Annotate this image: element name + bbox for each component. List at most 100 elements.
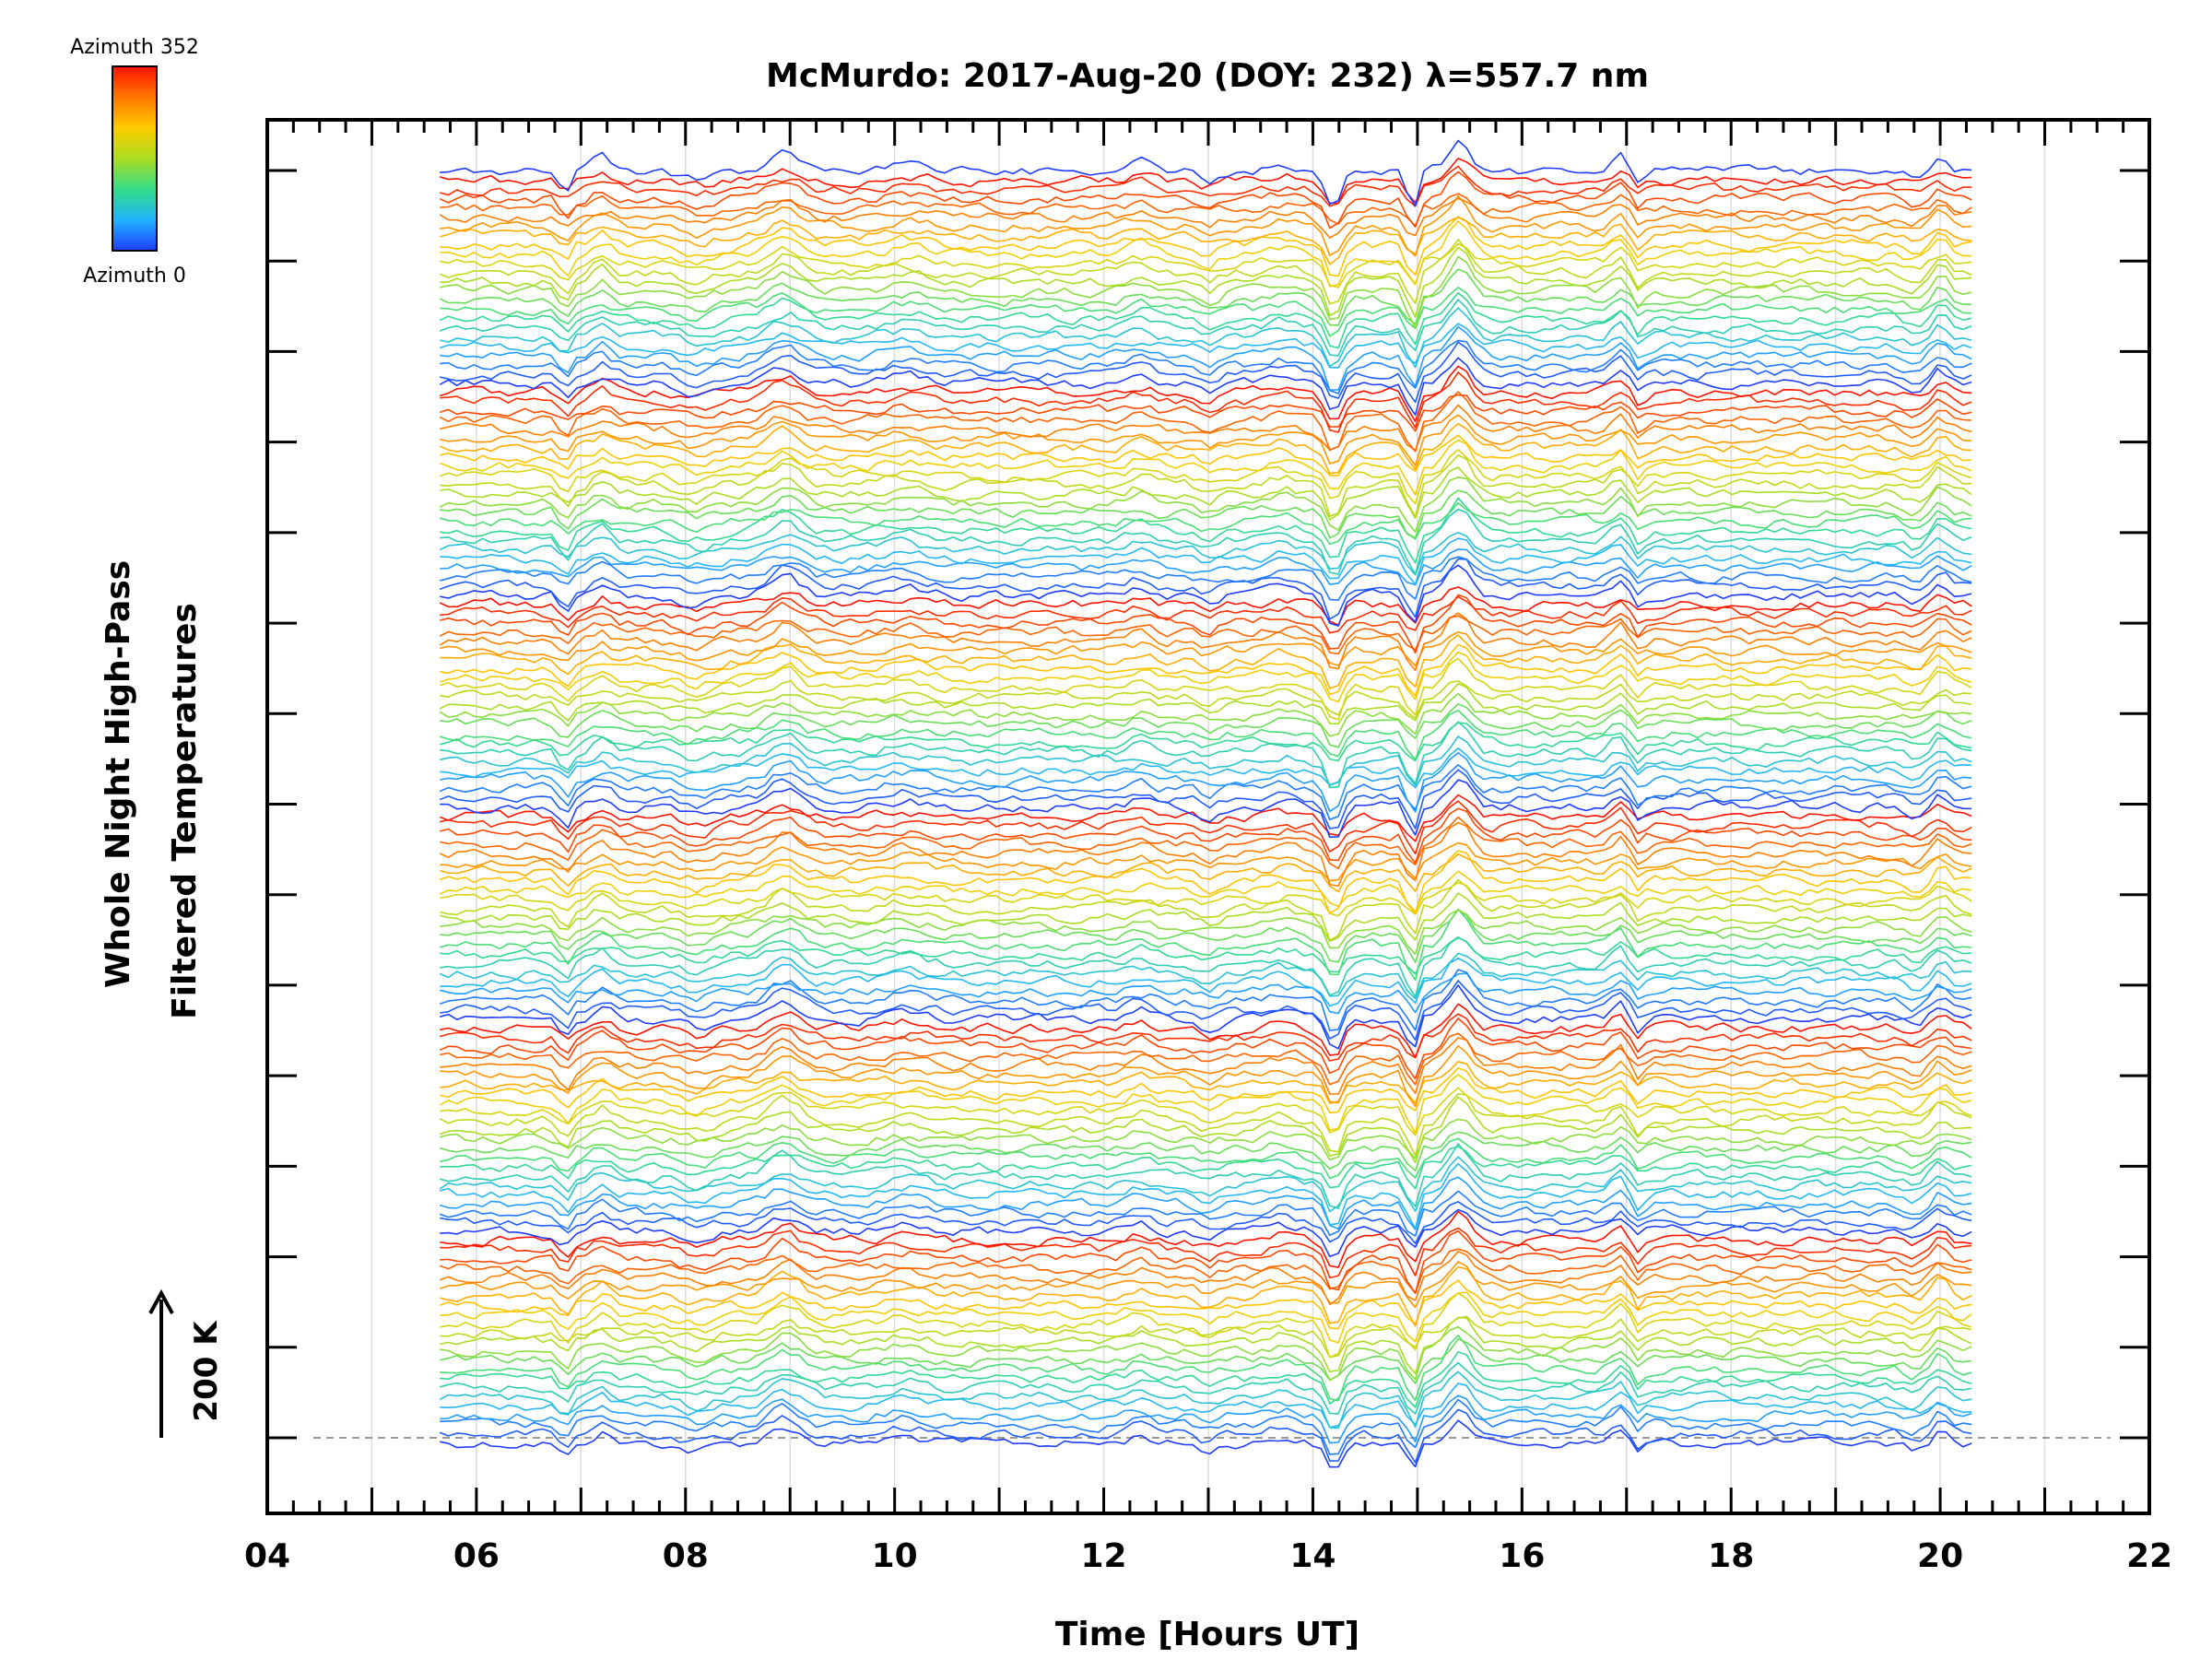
- series-line: [439, 299, 1972, 357]
- series-line: [440, 1061, 1972, 1104]
- series-line: [439, 197, 1972, 239]
- x-tick-label: 12: [1081, 1537, 1127, 1575]
- series-line: [440, 497, 1972, 564]
- series-line: [439, 238, 1972, 305]
- series-line: [440, 751, 1972, 813]
- series-line: [440, 325, 1972, 391]
- series-line: [440, 1032, 1972, 1086]
- series-line: [440, 634, 1972, 689]
- series-line: [440, 1003, 1972, 1058]
- series-line: [440, 1230, 1972, 1294]
- series-line: [440, 980, 1972, 1041]
- series-line: [439, 1176, 1972, 1230]
- series-line: [439, 391, 1972, 453]
- series-line: [440, 287, 1972, 337]
- series-line: [440, 537, 1972, 585]
- series-line: [440, 371, 1972, 433]
- series-line: [440, 1338, 1972, 1384]
- series-line: [440, 779, 1972, 839]
- series-line: [440, 193, 1972, 227]
- series-line: [440, 1208, 1972, 1258]
- series-line: [439, 558, 1972, 620]
- series-line: [440, 1315, 1972, 1359]
- series-line: [440, 1137, 1972, 1180]
- series-line: [440, 841, 1972, 882]
- series-line: [440, 807, 1972, 865]
- series-line: [440, 1419, 1972, 1468]
- series-line: [439, 764, 1972, 821]
- series-line: [439, 651, 1972, 703]
- series-line: [440, 1044, 1972, 1108]
- series-line: [439, 291, 1972, 349]
- series-line: [439, 821, 1972, 888]
- series-line: [439, 1093, 1972, 1157]
- colorbar-top-label: Azimuth 352: [70, 36, 199, 59]
- series-line: [440, 556, 1972, 602]
- series-line: [440, 508, 1972, 575]
- series-line: [440, 307, 1972, 369]
- series-line: [439, 794, 1972, 842]
- series-line: [440, 957, 1972, 1007]
- series-line: [440, 972, 1972, 1015]
- series-line: [440, 1162, 1972, 1230]
- series-line: [440, 878, 1972, 942]
- series-line: [439, 612, 1972, 672]
- series-line: [439, 853, 1972, 893]
- y-axis-label-line1: Whole Night High-Pass: [100, 560, 137, 988]
- series-line: [439, 158, 1972, 205]
- series-line: [440, 414, 1972, 466]
- x-tick-label: 20: [1917, 1537, 1963, 1575]
- series-line: [439, 952, 1972, 1000]
- scale-label: 200 K: [188, 1320, 225, 1422]
- series-line: [440, 1265, 1972, 1327]
- series-line: [440, 747, 1972, 789]
- series-line: [439, 969, 1972, 1031]
- series-line: [439, 501, 1972, 546]
- series-line: [440, 595, 1972, 634]
- series-line: [440, 1146, 1972, 1190]
- series-line: [439, 165, 1972, 207]
- series-line: [440, 246, 1972, 318]
- series-line: [439, 1248, 1972, 1294]
- series-line: [440, 594, 1972, 654]
- x-tick-label: 16: [1499, 1537, 1545, 1575]
- series-line: [439, 692, 1972, 737]
- series-line: [439, 439, 1972, 496]
- scale-arrowhead: [148, 1288, 174, 1314]
- series-line: [439, 394, 1972, 432]
- series-line: [439, 1131, 1972, 1171]
- series-line: [439, 850, 1972, 915]
- series-line: [439, 1408, 1972, 1464]
- x-tick-label: 06: [453, 1537, 500, 1575]
- series-line: [440, 908, 1972, 963]
- series-line: [439, 357, 1972, 417]
- series-line: [440, 489, 1972, 539]
- series-line: [440, 800, 1972, 855]
- series-line: [440, 341, 1972, 404]
- series-line: [440, 1394, 1972, 1444]
- series-line: [440, 194, 1972, 257]
- series-line: [439, 908, 1972, 982]
- chart-title: McMurdo: 2017-Aug-20 (DOY: 232) λ=557.7 …: [766, 57, 1649, 95]
- axis-ticks: [265, 120, 2151, 1513]
- series-line: [440, 816, 1972, 870]
- x-axis-label: Time [Hours UT]: [1055, 1616, 1359, 1653]
- colorbar-bottom-label: Azimuth 0: [83, 265, 186, 288]
- series-line: [440, 892, 1972, 943]
- y-axis-label-line2: Filtered Temperatures: [166, 603, 204, 1019]
- series-line: [440, 548, 1972, 586]
- series-line: [439, 268, 1972, 326]
- series-line: [439, 870, 1972, 913]
- series-line: [440, 1291, 1972, 1344]
- series-line: [440, 1037, 1972, 1095]
- x-tick-label: 10: [872, 1537, 918, 1575]
- series-line: [439, 323, 1972, 369]
- series-line: [440, 1066, 1972, 1113]
- series-line: [440, 1210, 1972, 1268]
- series-line: [440, 216, 1972, 277]
- series-line: [440, 643, 1972, 697]
- series-line: [440, 220, 1972, 288]
- x-tick-labels: 04 06 08 10 12 14 16 18 20 22: [244, 1537, 2172, 1575]
- colorbar: [112, 65, 158, 252]
